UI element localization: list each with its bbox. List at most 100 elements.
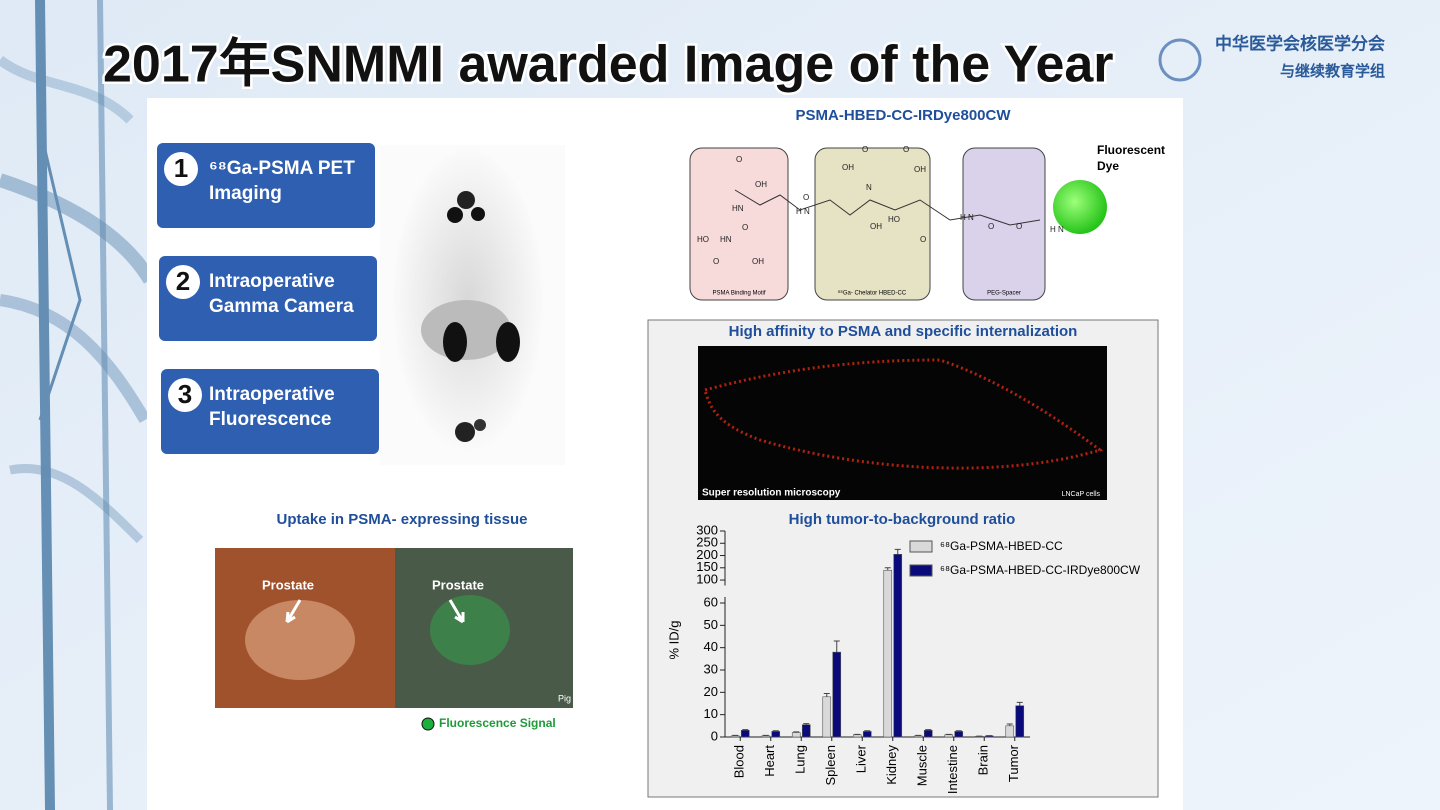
part-label: PEG-Spacer [987, 291, 1021, 297]
photo-label: Prostate [432, 577, 484, 592]
arrow [448, 599, 465, 624]
atom-label: OH [755, 180, 767, 189]
bar [883, 569, 893, 738]
molecule-bonds [734, 189, 1041, 226]
dye [1053, 180, 1107, 234]
bar [1005, 725, 1015, 738]
error-bar [803, 723, 810, 725]
error-bar [884, 567, 891, 571]
logo-mark [1158, 38, 1202, 82]
atom-label: O [920, 235, 926, 244]
bar [893, 553, 903, 738]
image-caption: Uptake in PSMA- expressing tissue [277, 511, 528, 528]
step-text: Imaging [209, 183, 282, 204]
step-text: Intraoperative [209, 384, 335, 405]
fluorescence-area [430, 595, 510, 665]
logo-text: 与继续教育学组 [1280, 62, 1385, 80]
error-bar [833, 640, 840, 653]
y-tick-label: 30 [704, 661, 718, 676]
atom-label: H N [796, 207, 810, 216]
atom-label: HO [697, 235, 709, 244]
atom-label: OH [842, 163, 854, 172]
logo-text: 中华医学会核医学分会 [1215, 33, 1385, 53]
atom-label: H N [960, 213, 974, 222]
y-axis-label: % ID/g [666, 620, 681, 659]
error-bar [742, 729, 749, 731]
step-badge [166, 265, 200, 299]
y-tick-label: 60 [704, 594, 718, 609]
bar [1015, 705, 1025, 738]
x-tick-label: Tumor [1006, 744, 1021, 782]
legend-label: ⁶⁸Ga-PSMA-HBED-CC [940, 539, 1063, 553]
step-number: 2 [176, 266, 190, 296]
error-bar [955, 730, 962, 732]
bar [954, 731, 964, 738]
bar [862, 731, 872, 738]
atom-label: O [713, 257, 719, 266]
chart: High tumor-to-background ratio % ID/g 0 10 2… [666, 511, 1140, 794]
atom-label: O [736, 155, 742, 164]
y-tick-label: 200 [696, 547, 718, 562]
cell-outline [703, 358, 1104, 470]
x-tick-label: Heart [762, 745, 777, 777]
bar [822, 696, 832, 738]
step-text: ⁶⁸Ga-PSMA PET [209, 158, 355, 179]
atom-label: O [988, 222, 994, 231]
legend-swatch [909, 540, 933, 553]
x-tick-label: Kidney [884, 745, 899, 785]
step-text: Intraoperative [209, 271, 335, 292]
pet-image [380, 145, 565, 465]
panel-title: High affinity to PSMA and specific inter… [729, 323, 1078, 340]
atom-label: O [862, 145, 868, 154]
dye-label: Dye [1097, 159, 1119, 173]
bar [801, 724, 811, 738]
x-tick-label: Brain [976, 745, 991, 775]
y-tick-label: 20 [704, 684, 718, 699]
slide-title: 2017年SNMMI awarded Image of the Year [103, 36, 1114, 94]
x-tick-label: Liver [854, 744, 869, 773]
atom-label: HN [720, 235, 732, 244]
chart-title: High tumor-to-background ratio [789, 511, 1016, 528]
error-bar [793, 731, 800, 733]
molecule-title: PSMA-HBED-CC-IRDye800CW [795, 107, 1011, 124]
bar [923, 729, 933, 738]
y-tick-label: 100 [696, 571, 718, 586]
atom-label: N [866, 183, 872, 192]
atom-label: O [903, 145, 909, 154]
tissue [245, 600, 355, 680]
bar [832, 651, 842, 738]
image-caption: Super resolution microscopy [702, 488, 841, 499]
step-box [159, 256, 377, 341]
arrow [285, 599, 302, 624]
photo-corner: Pig [558, 693, 571, 703]
bamboo-decoration [0, 0, 157, 810]
x-tick-label: Intestine [945, 745, 960, 794]
bar [771, 731, 781, 738]
bar [730, 735, 740, 738]
y-tick-label: 40 [704, 639, 718, 654]
image-caption: LNCaP cells [1062, 491, 1101, 498]
step-badge [168, 378, 202, 412]
dye-label: Fluorescent [1097, 143, 1165, 157]
x-tick-label: Blood [732, 745, 747, 778]
y-tick-label: 150 [696, 559, 718, 574]
y-tick-label: 10 [704, 706, 718, 721]
atom-label: HO [888, 215, 900, 224]
bar [852, 734, 862, 738]
y-tick-label: 0 [711, 728, 718, 743]
x-tick-label: Lung [793, 745, 808, 774]
atom-label: H N [1050, 225, 1064, 234]
atom-label: HN [732, 204, 744, 213]
x-tick-label: Spleen [823, 745, 838, 785]
legend-label: ⁶⁸Ga-PSMA-HBED-CC-IRDye800CW [940, 563, 1141, 577]
step-text: Fluorescence [209, 409, 332, 430]
bar [791, 732, 801, 738]
legend-swatch [909, 564, 933, 577]
part-label: PSMA Binding Motif [712, 291, 765, 297]
step-number: 3 [178, 379, 192, 409]
error-bar [772, 730, 779, 732]
y-tick-label: 50 [704, 617, 718, 632]
step-box [157, 143, 375, 228]
error-bar [1006, 723, 1013, 726]
